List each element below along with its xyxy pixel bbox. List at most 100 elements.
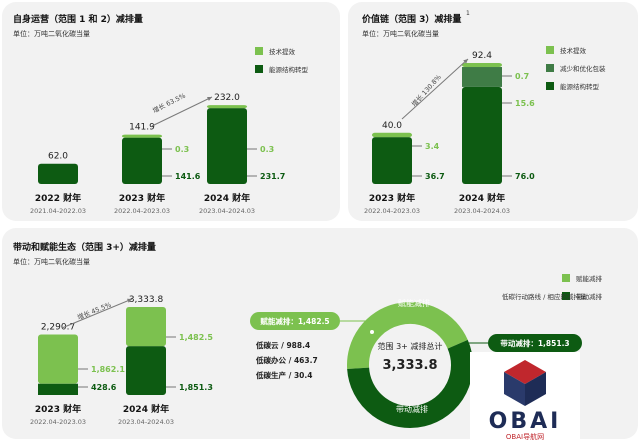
- bar-segment: [38, 163, 78, 184]
- bar-segment: [38, 334, 78, 384]
- category-sublabel: 2021.04-2022.03: [30, 207, 86, 215]
- footnote-marker: 1: [466, 10, 470, 17]
- category-sublabel: 2023.04-2024.03: [199, 207, 255, 215]
- donut-center-value: 3,333.8: [382, 358, 437, 373]
- growth-label: 增长 45.5%: [76, 300, 112, 322]
- segment-label: 428.6: [91, 383, 117, 392]
- segment-label: 15.6: [515, 99, 535, 108]
- enable-breakdown-item: 低碳生产 / 30.4: [255, 370, 312, 380]
- enable-breakdown-item: 低碳云 / 988.4: [255, 340, 310, 350]
- bar-segment: [207, 108, 247, 184]
- panel-title: 自身运营（范围 1 和 2）减排量: [13, 15, 143, 25]
- donut-note: 低碳行动路线 / 相应的减排量: [502, 292, 587, 301]
- donut-slice-drive: [347, 339, 473, 428]
- segment-label: 1,862.1: [91, 365, 125, 374]
- callout-enable-label: 赋能减排：1,482.5: [260, 316, 329, 326]
- legend-swatch: [255, 65, 263, 73]
- legend-swatch: [546, 82, 554, 90]
- watermark-text: OBAI: [489, 409, 562, 434]
- growth-arrow-head: [463, 59, 468, 64]
- donut-center-title: 范围 3+ 减排总计: [378, 341, 443, 351]
- panel-unit: 单位：万吨二氧化碳当量: [362, 30, 439, 38]
- segment-label: 0.3: [260, 145, 274, 154]
- donut-slice-enable: [347, 302, 468, 369]
- bar-segment: [462, 86, 502, 184]
- growth-arrow-line: [151, 96, 213, 127]
- legend-label: 减少和优化包装: [560, 64, 606, 73]
- growth-arrow-head: [207, 97, 212, 101]
- panel-unit: 单位：万吨二氧化碳当量: [13, 30, 90, 38]
- bar-segment: [38, 383, 78, 395]
- category-sublabel: 2023.04-2024.03: [118, 418, 174, 426]
- legend-label: 技术提效: [269, 47, 296, 56]
- bar-segment: [126, 346, 166, 395]
- panel-unit: 单位：万吨二氧化碳当量: [13, 258, 90, 266]
- donut-slice-label: 赋能减排: [398, 298, 430, 308]
- legend-label: 赋能减排: [576, 274, 603, 283]
- legend-swatch: [562, 292, 570, 300]
- legend-swatch: [562, 274, 570, 282]
- category-label: 2024 财年: [204, 192, 250, 204]
- category-sublabel: 2022.04-2023.03: [30, 418, 86, 426]
- cube-logo-icon: OBAI OBAI导航网: [489, 360, 562, 441]
- donut-marker-dot: [370, 330, 374, 334]
- enable-breakdown-item: 低碳办公 / 463.7: [255, 355, 318, 365]
- callout-drive-label: 带动减排：1,851.3: [500, 338, 569, 348]
- panel-value-chain: 价值链（范围 3）减排量 1 单位：万吨二氧化碳当量 技术提效减少和优化包装 能源…: [348, 2, 638, 221]
- bar-total-label: 141.9: [129, 123, 155, 133]
- bar-segment: [372, 132, 412, 138]
- callout-drive-pill: [488, 334, 582, 352]
- bar-segment: [462, 63, 502, 68]
- bar-segment: [372, 137, 412, 184]
- legend-swatch: [255, 47, 263, 55]
- legend-label: 技术提效: [560, 46, 587, 55]
- callout-enable-pill: [250, 312, 340, 330]
- category-label: 2023 财年: [369, 192, 415, 204]
- growth-label: 增长 130.8%: [409, 73, 442, 109]
- bar-total-label: 232.0: [214, 93, 240, 103]
- category-label: 2023 财年: [35, 403, 81, 415]
- bar-segment: [462, 67, 502, 87]
- segment-label: 141.6: [175, 172, 201, 181]
- category-label: 2023 财年: [119, 192, 165, 204]
- growth-arrow-line: [401, 58, 469, 120]
- category-sublabel: 2023.04-2024.03: [454, 207, 510, 215]
- legend-label: 带动减排: [576, 292, 603, 301]
- segment-label: 36.7: [425, 172, 445, 181]
- growth-arrow-line: [61, 298, 133, 329]
- bar-segment: [122, 134, 162, 138]
- bar-total-label: 2,290.7: [41, 323, 75, 333]
- legend-swatch: [546, 64, 554, 72]
- segment-label: 0.3: [175, 145, 189, 154]
- bar-total-label: 3,333.8: [129, 295, 164, 305]
- bar-total-label: 92.4: [472, 51, 492, 61]
- panel-title: 价值链（范围 3）减排量: [362, 15, 462, 25]
- segment-label: 76.0: [515, 172, 535, 181]
- segment-label: 231.7: [260, 172, 285, 181]
- panel-own-operations: 自身运营（范围 1 和 2）减排量 单位：万吨二氧化碳当量 技术提效能源结构转型…: [2, 2, 340, 221]
- segment-label: 1,851.3: [179, 383, 213, 392]
- bar-segment: [207, 105, 247, 109]
- watermark-sub: OBAI导航网: [506, 432, 544, 441]
- bar-total-label: 40.0: [382, 121, 402, 131]
- category-label: 2024 财年: [123, 403, 169, 415]
- category-label: 2024 财年: [459, 192, 505, 204]
- segment-label: 3.4: [425, 142, 440, 151]
- legend-label: 能源结构转型: [269, 65, 309, 74]
- watermark-logo: OBAI OBAI导航网: [470, 352, 580, 441]
- bar-total-label: 62.0: [48, 152, 68, 162]
- panel-title: 带动和赋能生态（范围 3+）减排量: [13, 243, 156, 253]
- category-label: 2022 财年: [35, 192, 81, 204]
- growth-arrow-head: [127, 298, 132, 303]
- category-sublabel: 2022.04-2023.03: [364, 207, 420, 215]
- category-sublabel: 2022.04-2023.03: [114, 207, 170, 215]
- legend-label: 能源结构转型: [560, 82, 600, 91]
- segment-label: 1,482.5: [179, 333, 213, 342]
- segment-label: 0.7: [515, 72, 529, 81]
- bar-segment: [122, 137, 162, 184]
- donut-slice-label: 带动减排: [396, 404, 428, 414]
- bar-segment: [126, 307, 166, 347]
